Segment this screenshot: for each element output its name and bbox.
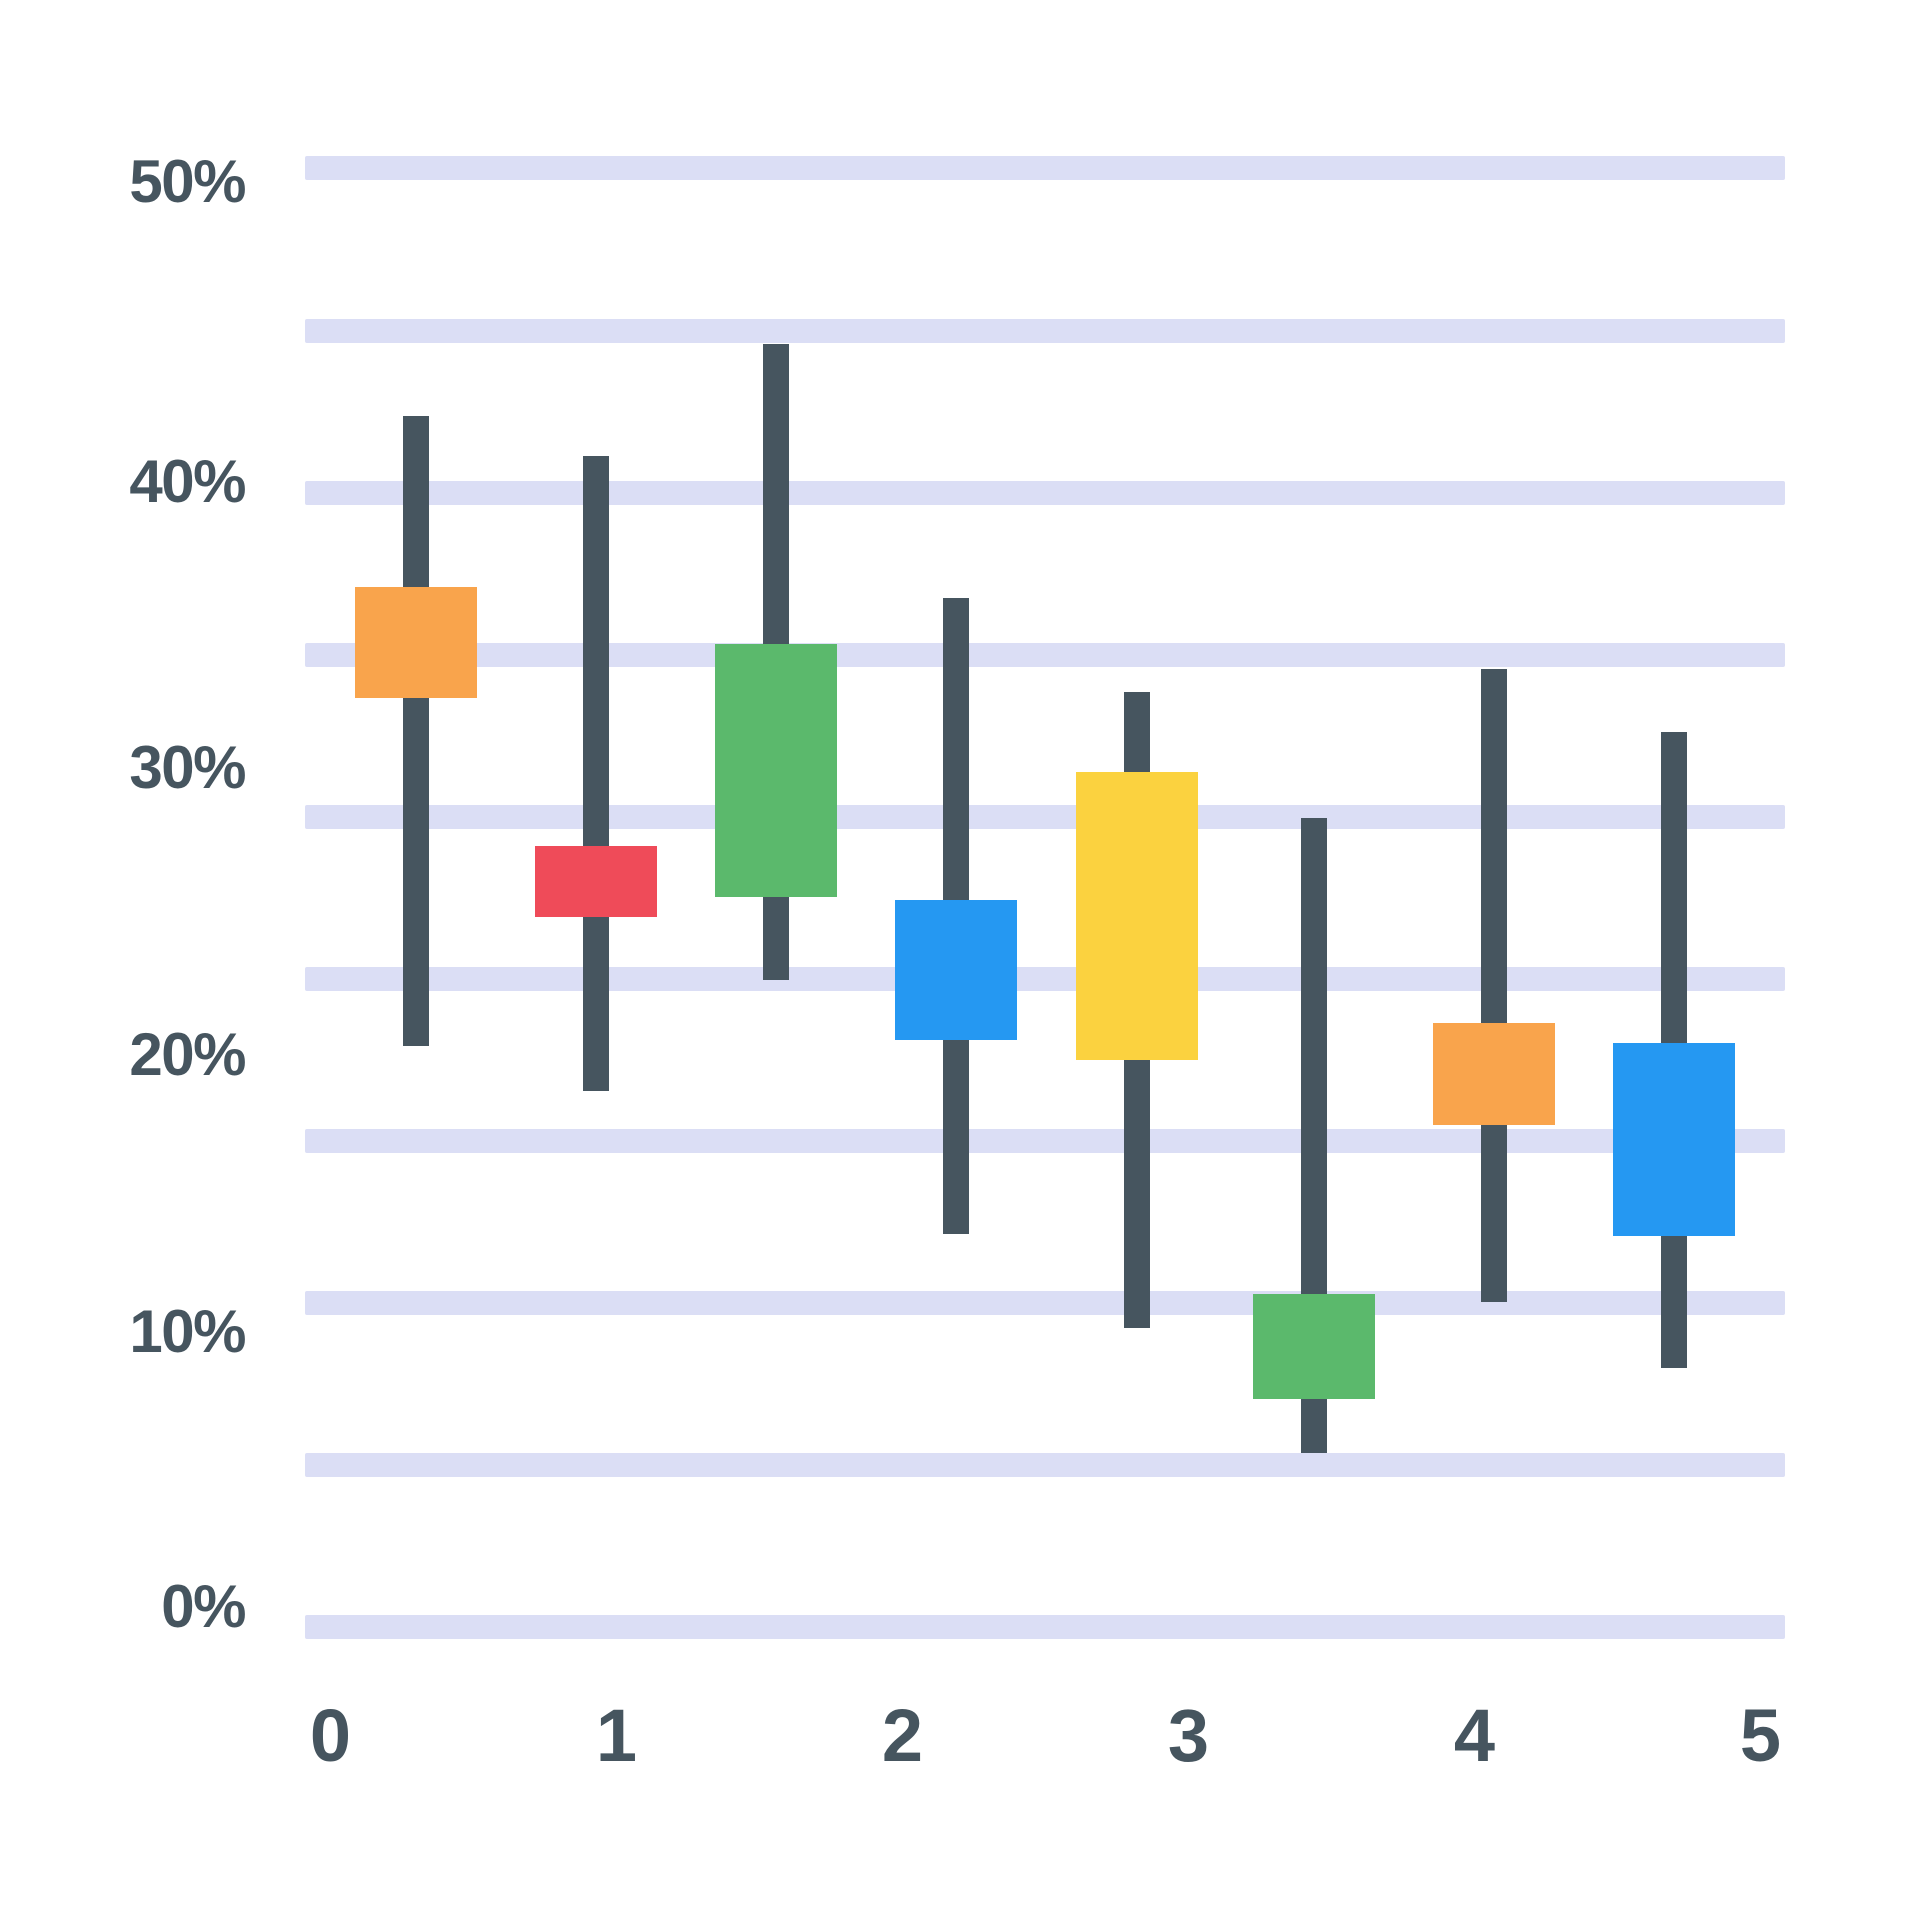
gridline-7 (305, 1291, 1785, 1315)
x-axis-label-2: 2 (881, 1694, 923, 1777)
y-axis-label-30: 30% (129, 734, 246, 801)
gridline-1 (305, 319, 1785, 343)
y-axis-label-40: 40% (129, 448, 246, 515)
candle-7-wick (1481, 669, 1508, 1303)
y-axis-label-20: 20% (129, 1021, 246, 1088)
candle-2-wick (582, 455, 609, 1092)
x-axis-label-5: 5 (1739, 1694, 1781, 1777)
y-axis-label-50: 50% (129, 148, 246, 215)
x-axis-label-4: 4 (1453, 1694, 1495, 1777)
candle-1-wick (402, 415, 429, 1046)
candle-3-body (715, 643, 838, 898)
x-axis-label-1: 1 (595, 1694, 637, 1777)
y-axis-label-10: 10% (129, 1298, 246, 1365)
candle-2-body (534, 846, 657, 918)
candle-6-body (1252, 1293, 1375, 1399)
candle-8-body (1613, 1042, 1736, 1237)
gridline-5 (305, 967, 1785, 991)
gridline-8 (305, 1453, 1785, 1477)
gridline-3 (305, 643, 1785, 667)
gridline-6 (305, 1129, 1785, 1153)
candle-1-body (354, 586, 477, 698)
candle-7-body (1433, 1022, 1556, 1126)
gridline-9 (305, 1615, 1785, 1639)
gridline-4 (305, 805, 1785, 829)
x-axis-label-0: 0 (309, 1694, 351, 1777)
candle-5-body (1075, 771, 1198, 1060)
gridline-0 (305, 156, 1785, 180)
gridline-2 (305, 481, 1785, 505)
candle-4-body (895, 900, 1018, 1040)
x-axis-label-3: 3 (1167, 1694, 1209, 1777)
y-axis-label-0: 0% (161, 1573, 246, 1640)
